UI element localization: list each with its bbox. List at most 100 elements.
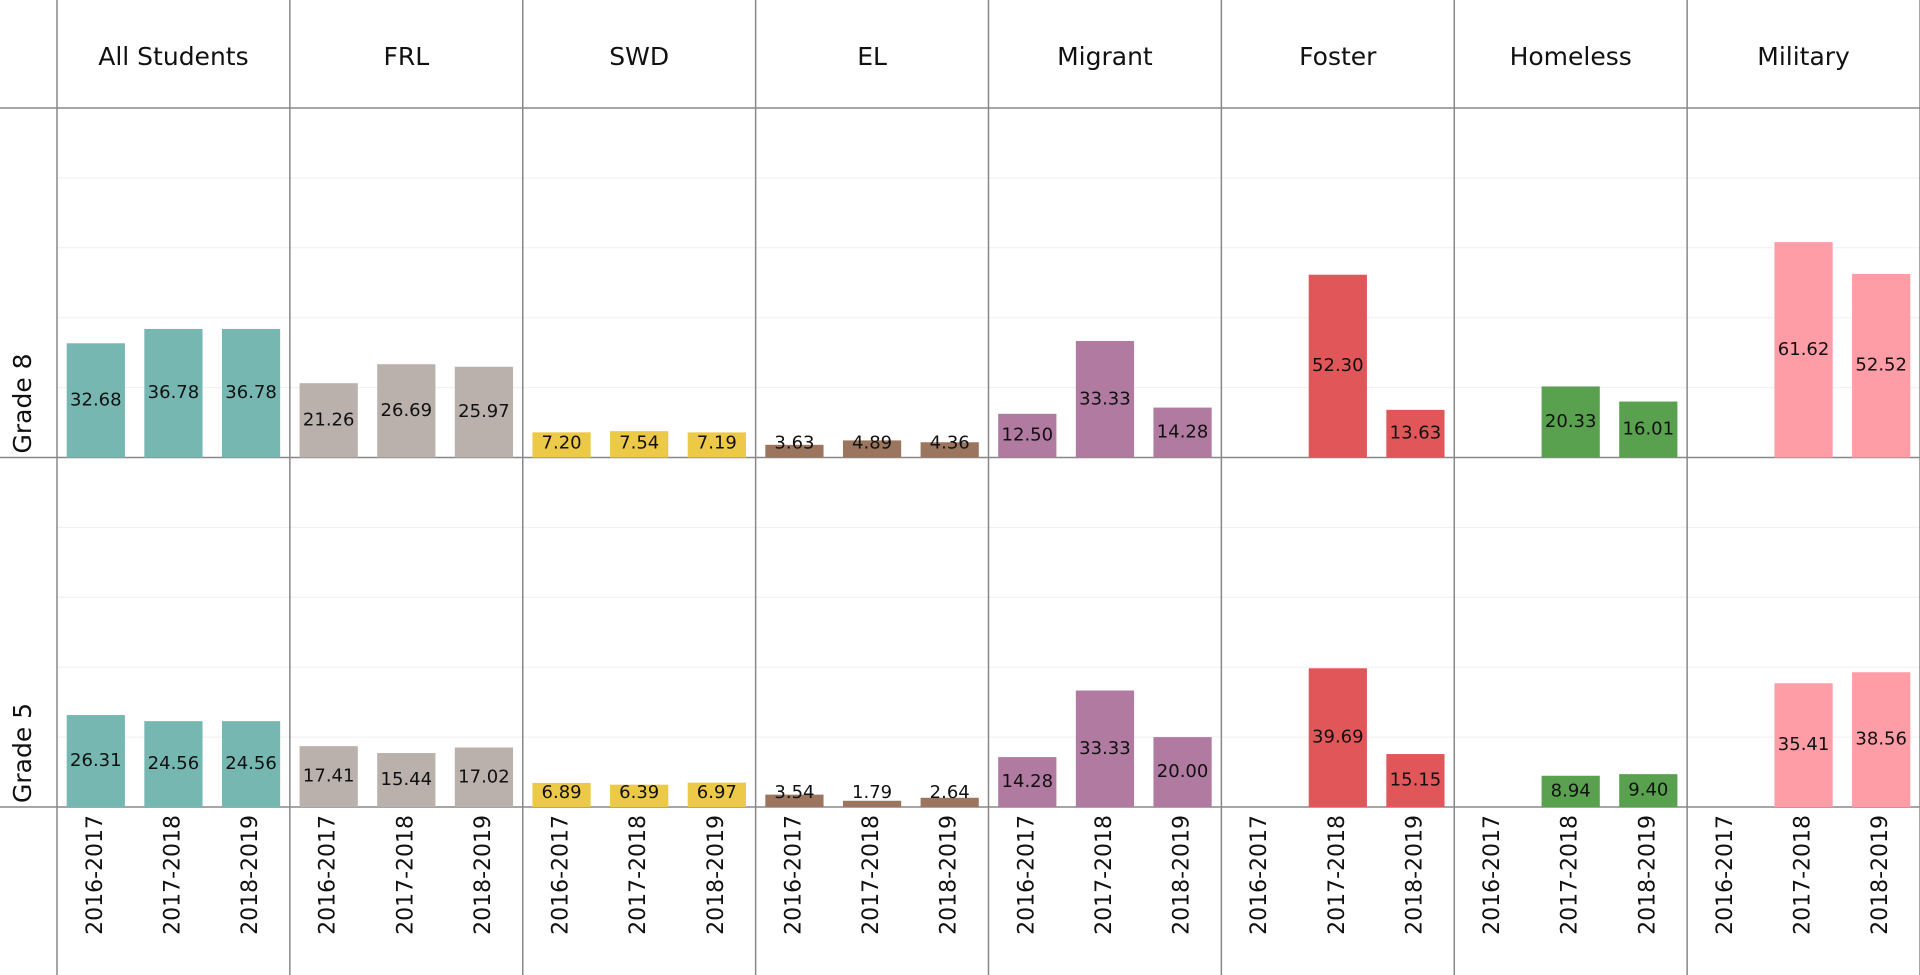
x-tick-label: 2016-2017 <box>1713 815 1738 935</box>
value-label: 13.63 <box>1390 423 1442 444</box>
value-label: 25.97 <box>458 401 510 422</box>
value-label: 7.19 <box>697 433 737 454</box>
x-tick-label: 2016-2017 <box>549 815 574 935</box>
value-label: 52.30 <box>1312 355 1364 376</box>
bar <box>610 784 669 807</box>
bar <box>1386 754 1445 807</box>
x-tick-label: 2018-2019 <box>1635 815 1660 935</box>
value-label: 7.54 <box>619 433 659 454</box>
value-label: 12.50 <box>1002 425 1054 446</box>
value-label: 39.69 <box>1312 727 1364 748</box>
value-label: 26.31 <box>70 750 122 771</box>
bar <box>221 328 281 458</box>
bar <box>532 432 591 458</box>
column-header: Homeless <box>1510 42 1632 71</box>
value-label: 16.01 <box>1623 419 1675 440</box>
value-label: 1.79 <box>852 782 892 803</box>
bar <box>1308 274 1367 458</box>
bar <box>66 715 125 807</box>
x-tick-label: 2017-2018 <box>1092 815 1117 935</box>
bar <box>920 442 979 458</box>
value-label: 14.28 <box>1002 771 1054 792</box>
value-label: 33.33 <box>1079 738 1131 759</box>
x-tick-label: 2018-2019 <box>1868 815 1893 935</box>
column-header: SWD <box>609 42 669 71</box>
bar <box>66 343 125 458</box>
x-tick-label: 2017-2018 <box>1325 815 1350 935</box>
x-tick-label: 2016-2017 <box>781 815 806 935</box>
column-header: EL <box>857 42 887 71</box>
x-tick-label: 2018-2019 <box>1170 815 1195 935</box>
column-header: FRL <box>383 42 429 71</box>
x-tick-label: 2018-2019 <box>471 815 496 935</box>
value-label: 17.41 <box>303 766 355 787</box>
bar <box>1774 683 1833 807</box>
bar <box>454 366 514 458</box>
bar <box>1386 409 1445 458</box>
column-header: All Students <box>98 42 248 71</box>
x-tick-label: 2018-2019 <box>704 815 729 935</box>
value-label: 2.64 <box>930 782 970 803</box>
bar <box>1075 690 1135 807</box>
value-label: 35.41 <box>1778 734 1830 755</box>
x-tick-label: 2017-2018 <box>859 815 884 935</box>
column-header: Migrant <box>1057 42 1153 71</box>
bar <box>610 431 669 458</box>
value-label: 6.39 <box>619 782 659 803</box>
value-label: 7.20 <box>542 433 582 454</box>
value-label: 9.40 <box>1628 780 1668 801</box>
value-label: 52.52 <box>1855 355 1907 376</box>
bar <box>842 800 902 807</box>
bar <box>1541 386 1600 458</box>
bar <box>299 746 358 807</box>
column-header: Military <box>1757 42 1850 71</box>
bar <box>144 721 203 807</box>
x-tick-label: 2018-2019 <box>238 815 263 935</box>
x-tick-label: 2017-2018 <box>1558 815 1583 935</box>
value-label: 15.15 <box>1390 770 1442 791</box>
bar <box>1774 242 1833 458</box>
bar <box>299 383 358 458</box>
x-tick-label: 2016-2017 <box>1014 815 1039 935</box>
bar <box>1852 273 1911 458</box>
bar <box>998 757 1057 807</box>
value-label: 24.56 <box>148 753 200 774</box>
x-tick-label: 2016-2017 <box>83 815 108 935</box>
value-label: 4.36 <box>930 433 970 454</box>
bar <box>1852 672 1911 807</box>
bar <box>842 440 902 458</box>
bar <box>687 782 746 807</box>
x-tick-label: 2016-2017 <box>1247 815 1272 935</box>
x-tick-label: 2016-2017 <box>1480 815 1505 935</box>
bar <box>920 797 979 807</box>
row-header: Grade 5 <box>8 703 37 803</box>
bar <box>377 753 436 807</box>
value-label: 26.69 <box>381 400 433 421</box>
bar <box>1541 775 1600 807</box>
bar <box>687 432 746 458</box>
bar <box>1153 407 1212 458</box>
value-label: 3.54 <box>774 782 814 803</box>
x-tick-label: 2017-2018 <box>1791 815 1816 935</box>
value-label: 24.56 <box>225 753 277 774</box>
value-label: 20.00 <box>1157 761 1209 782</box>
row-header: Grade 8 <box>8 353 37 453</box>
value-label: 14.28 <box>1157 422 1209 443</box>
bar <box>765 794 824 807</box>
x-tick-label: 2017-2018 <box>393 815 418 935</box>
value-label: 4.89 <box>852 433 892 454</box>
bar <box>765 444 824 458</box>
value-label: 6.97 <box>697 782 737 803</box>
bar <box>1075 341 1135 458</box>
bar <box>377 364 436 458</box>
x-tick-label: 2016-2017 <box>316 815 341 935</box>
value-label: 38.56 <box>1855 729 1907 750</box>
bar <box>221 721 281 807</box>
bar <box>1619 774 1678 807</box>
value-label: 15.44 <box>381 769 433 790</box>
x-tick-label: 2018-2019 <box>937 815 962 935</box>
x-tick-label: 2017-2018 <box>626 815 651 935</box>
bar <box>1619 401 1678 458</box>
value-label: 33.33 <box>1079 388 1131 409</box>
